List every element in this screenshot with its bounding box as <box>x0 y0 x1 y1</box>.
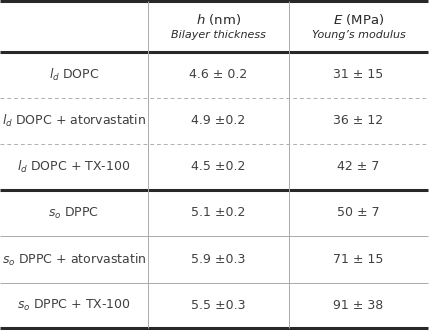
Text: 31 ± 15: 31 ± 15 <box>333 69 384 82</box>
Text: Bilayer thickness: Bilayer thickness <box>171 30 266 41</box>
Text: 5.1 ±0.2: 5.1 ±0.2 <box>191 207 246 219</box>
Text: 5.5 ±0.3: 5.5 ±0.3 <box>191 299 246 312</box>
Text: $\it{s}_{o}$ DPPC + TX-100: $\it{s}_{o}$ DPPC + TX-100 <box>17 298 131 313</box>
Text: 4.6 ± 0.2: 4.6 ± 0.2 <box>189 69 248 82</box>
Text: $\bf{\it{E}}$ (MPa): $\bf{\it{E}}$ (MPa) <box>333 12 384 27</box>
Text: 4.9 ±0.2: 4.9 ±0.2 <box>191 115 246 127</box>
Text: 5.9 ±0.3: 5.9 ±0.3 <box>191 253 246 266</box>
Text: 42 ± 7: 42 ± 7 <box>337 160 380 174</box>
Text: 50 ± 7: 50 ± 7 <box>337 207 380 219</box>
Text: Young’s modulus: Young’s modulus <box>312 30 405 41</box>
Text: 71 ± 15: 71 ± 15 <box>333 253 384 266</box>
Text: $\bf{\it{h}}$ (nm): $\bf{\it{h}}$ (nm) <box>196 12 241 27</box>
Text: $\it{l}_{d}$ DOPC + atorvastatin: $\it{l}_{d}$ DOPC + atorvastatin <box>2 113 146 129</box>
Text: 4.5 ±0.2: 4.5 ±0.2 <box>191 160 246 174</box>
Text: 36 ± 12: 36 ± 12 <box>333 115 384 127</box>
Text: $\it{l}_{d}$ DOPC: $\it{l}_{d}$ DOPC <box>49 67 99 83</box>
Text: $\it{l}_{d}$ DOPC + TX-100: $\it{l}_{d}$ DOPC + TX-100 <box>17 159 131 175</box>
Text: 91 ± 38: 91 ± 38 <box>333 299 384 312</box>
Text: $\it{s}_{o}$ DPPC: $\it{s}_{o}$ DPPC <box>49 206 99 220</box>
Text: $\it{s}_{o}$ DPPC + atorvastatin: $\it{s}_{o}$ DPPC + atorvastatin <box>2 251 146 268</box>
